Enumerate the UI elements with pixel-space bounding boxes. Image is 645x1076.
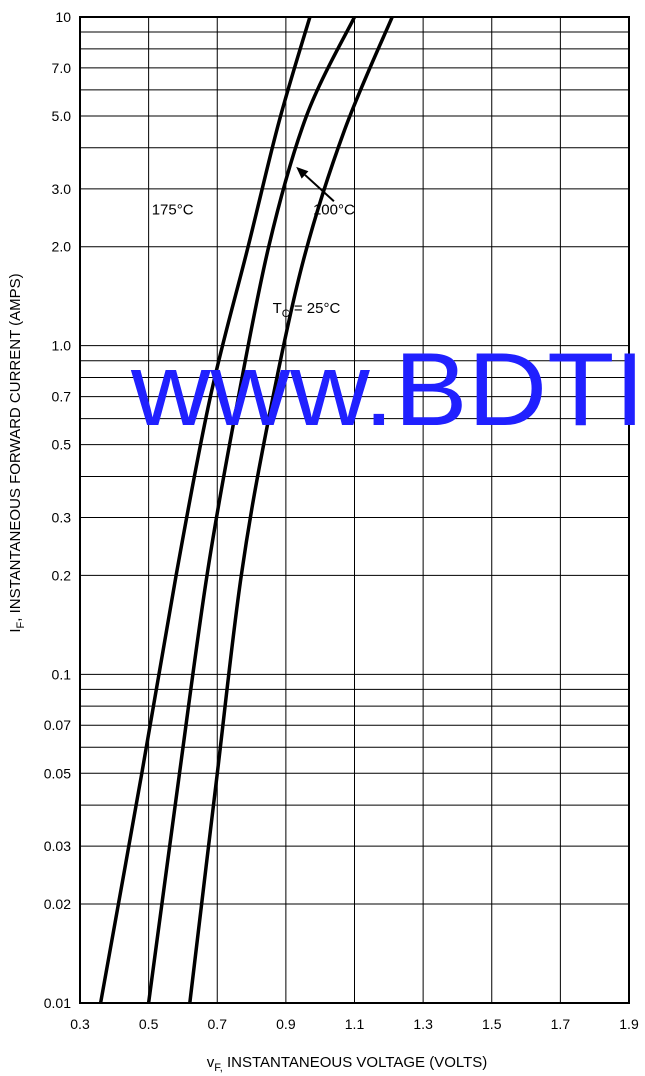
curve-labels: 175°C 100°C TC = 25°C bbox=[152, 201, 355, 320]
watermark: www.BDTI bbox=[130, 332, 645, 448]
y-tick-label: 0.01 bbox=[44, 995, 71, 1011]
x-tick-label: 1.9 bbox=[619, 1016, 639, 1032]
x-tick-label: 0.3 bbox=[70, 1016, 90, 1032]
y-tick-label: 0.5 bbox=[52, 437, 72, 453]
y-tick-label: 0.05 bbox=[44, 765, 71, 781]
y-tick-label: 3.0 bbox=[52, 181, 72, 197]
x-tick-label: 1.5 bbox=[482, 1016, 502, 1032]
x-tick-label: 0.9 bbox=[276, 1016, 296, 1032]
curve-100c bbox=[146, 16, 357, 1004]
y-tick-label: 1.0 bbox=[52, 338, 72, 354]
x-tick-label: 1.7 bbox=[551, 1016, 571, 1032]
x-axis-title: vF, INSTANTANEOUS VOLTAGE (VOLTS) bbox=[207, 1054, 488, 1074]
curve-label-100c: 100°C bbox=[313, 201, 355, 218]
curves bbox=[98, 16, 394, 1004]
x-tick-label: 1.3 bbox=[413, 1016, 433, 1032]
y-tick-label: 5.0 bbox=[52, 108, 72, 124]
y-tick-label: 0.03 bbox=[44, 838, 71, 854]
y-tick-label: 0.7 bbox=[52, 389, 72, 405]
curve-label-25c: TC = 25°C bbox=[273, 300, 341, 320]
y-tick-label: 0.07 bbox=[44, 717, 71, 733]
y-tick-labels: 0.01 0.02 0.03 0.05 0.07 0.1 0.2 0.3 0.5 0.7 1.0 2.… bbox=[44, 9, 71, 1011]
y-tick-label: 7.0 bbox=[52, 60, 72, 76]
y-tick-label: 0.1 bbox=[52, 666, 72, 682]
x-tick-label: 1.1 bbox=[345, 1016, 365, 1032]
y-tick-label: 0.02 bbox=[44, 896, 71, 912]
y-tick-label: 0.3 bbox=[52, 510, 72, 526]
y-tick-label: 2.0 bbox=[52, 239, 72, 255]
x-tick-labels: 0.3 0.5 0.7 0.9 1.1 1.3 1.5 1.7 1.9 bbox=[70, 1016, 639, 1032]
x-tick-label: 0.7 bbox=[208, 1016, 228, 1032]
y-tick-label: 0.2 bbox=[52, 567, 72, 583]
x-tick-label: 0.5 bbox=[139, 1016, 159, 1032]
y-tick-label: 10 bbox=[55, 9, 71, 25]
y-axis-title: IF, INSTANTANEOUS FORWARD CURRENT (AMPS) bbox=[7, 273, 27, 632]
grid-lines bbox=[79, 16, 630, 1004]
curve-175c bbox=[98, 16, 312, 1004]
curve-label-175c: 175°C bbox=[152, 201, 194, 218]
annotation-arrow-head bbox=[296, 166, 309, 179]
annotation-arrow bbox=[304, 174, 335, 203]
curve-25c bbox=[188, 16, 394, 1004]
